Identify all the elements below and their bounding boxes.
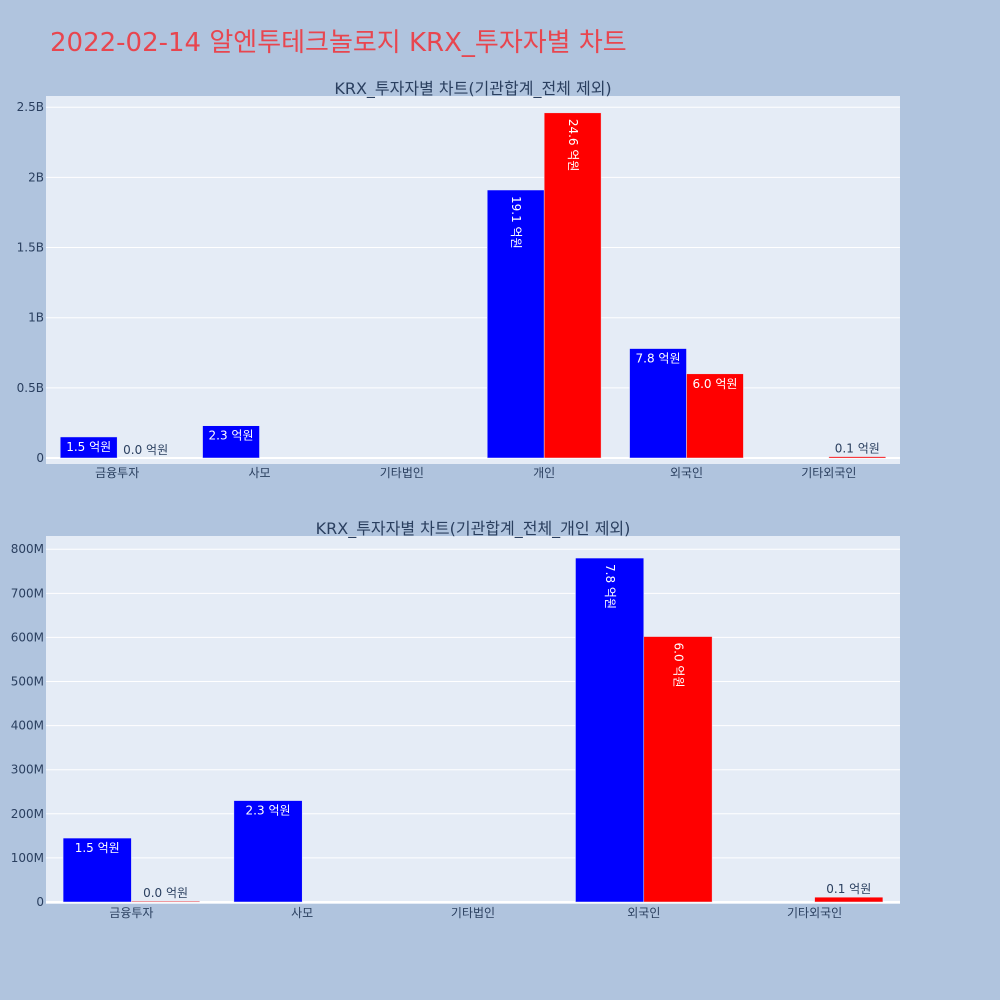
bar[interactable] (131, 900, 200, 903)
chart-top: KRX_투자자별 차트(기관합계_전체 제외) 0 0.5B 1B 1.5B 2B 2.5B… (17, 79, 900, 480)
data-label: 7.8 억원 (603, 564, 617, 609)
y-tick-label: 0 (36, 895, 44, 909)
y-tick-label: 100M (11, 851, 44, 865)
plot-area (46, 536, 900, 904)
x-tick-label: 금융투자 (109, 906, 153, 920)
bar[interactable] (59, 436, 118, 459)
y-tick-label: 700M (11, 586, 44, 600)
x-tick-label: 기타외국인 (787, 906, 842, 920)
y-tick-label: 600M (11, 630, 44, 644)
chart-title: KRX_투자자별 차트(기관합계_전체_개인 제외) (316, 519, 631, 539)
x-tick-label: 개인 (533, 466, 555, 480)
x-tick-label: 사모 (291, 906, 313, 920)
bar[interactable] (486, 189, 545, 459)
y-tick-label: 200M (11, 807, 44, 821)
data-label: 0.1 억원 (826, 882, 871, 896)
bar[interactable] (62, 837, 132, 903)
bar[interactable] (629, 348, 687, 459)
y-tick-label: 500M (11, 675, 44, 689)
bar[interactable] (814, 896, 884, 903)
x-tick-label: 외국인 (627, 906, 660, 920)
data-label: 19.1 억원 (509, 196, 523, 249)
data-label: 1.5 억원 (75, 841, 120, 855)
x-tick-label: 기타법인 (380, 466, 424, 480)
x-tick-label: 금융투자 (95, 466, 139, 480)
data-label: 24.6 억원 (566, 119, 580, 172)
chart-title: KRX_투자자별 차트(기관합계_전체 제외) (334, 79, 611, 99)
y-tick-label: 300M (11, 763, 44, 777)
y-tick-label: 2B (28, 170, 44, 184)
y-tick-label: 800M (11, 542, 44, 556)
bar[interactable] (828, 456, 887, 459)
bar[interactable] (202, 425, 260, 459)
chart-bottom: KRX_투자자별 차트(기관합계_전체_개인 제외) 0 100M 200M 300M 4… (11, 519, 900, 920)
bar[interactable] (575, 557, 645, 903)
y-tick-label: 0.5B (17, 381, 44, 395)
data-label: 7.8 억원 (636, 352, 681, 366)
bar[interactable] (233, 800, 303, 903)
data-label: 0.0 억원 (143, 886, 188, 900)
data-label: 2.3 억원 (209, 429, 254, 443)
page-title: 2022-02-14 알엔투테크놀로지 KRX_투자자별 차트 (50, 28, 627, 58)
bar[interactable] (643, 636, 713, 903)
data-label: 2.3 억원 (246, 804, 291, 818)
bar[interactable] (543, 112, 602, 459)
x-tick-label: 기타법인 (451, 906, 495, 920)
y-tick-label: 1.5B (17, 241, 44, 255)
x-tick-label: 사모 (248, 466, 270, 480)
y-tick-label: 2.5B (17, 100, 44, 114)
y-tick-label: 400M (11, 719, 44, 733)
data-label: 0.1 억원 (835, 442, 880, 456)
data-label: 1.5 억원 (66, 440, 111, 454)
data-label: 6.0 억원 (671, 643, 685, 688)
y-tick-label: 1B (28, 311, 44, 325)
x-tick-label: 외국인 (670, 466, 703, 480)
data-label: 6.0 억원 (692, 377, 737, 391)
x-tick-label: 기타외국인 (801, 466, 856, 480)
bar[interactable] (686, 373, 744, 459)
y-tick-label: 0 (36, 451, 44, 465)
data-label: 0.0 억원 (123, 443, 168, 457)
plot-area (46, 96, 900, 464)
